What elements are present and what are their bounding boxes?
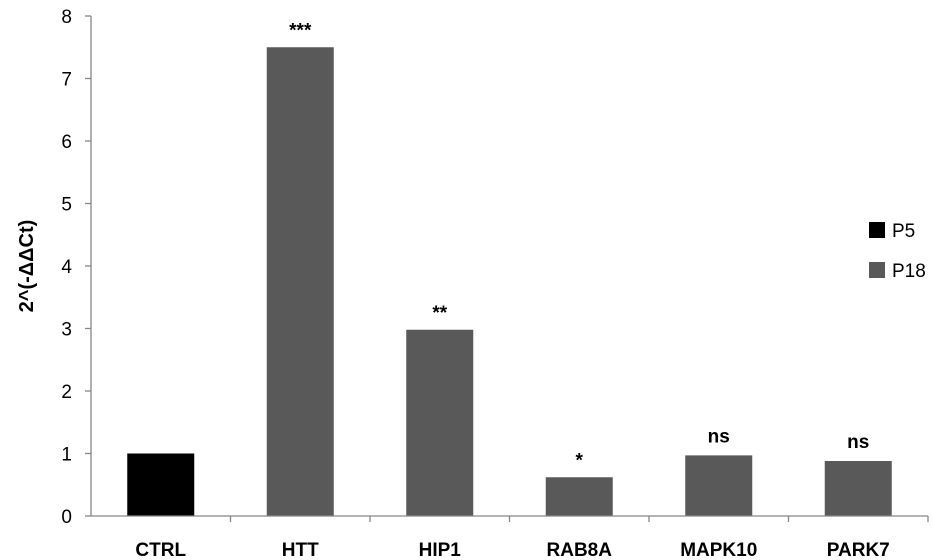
significance-label: ns	[708, 426, 730, 447]
x-tick-label: HTT	[282, 540, 319, 560]
bar-park7	[824, 461, 892, 516]
legend-label: P18	[892, 261, 926, 282]
y-axis-title: 2^(-ΔΔCt)	[16, 220, 38, 313]
x-tick-label: PARK7	[827, 540, 890, 560]
y-tick-label: 1	[61, 445, 72, 466]
significance-label: *	[576, 450, 584, 471]
significance-annotations: ******ns ns	[289, 20, 869, 471]
x-axis: CTRL HTT HIP1 RAB8A MAPK10 PARK7	[91, 515, 929, 560]
bar-mapk10	[685, 455, 753, 516]
bars	[127, 47, 892, 516]
x-tick-label: RAB8A	[547, 540, 613, 560]
legend-label: P5	[892, 221, 915, 242]
y-tick-label: 3	[61, 320, 72, 341]
significance-label: ***	[289, 20, 312, 41]
y-tick-label: 6	[61, 132, 72, 153]
y-tick-label: 0	[61, 507, 72, 528]
bar-htt	[266, 47, 334, 516]
legend-swatch-p5	[869, 222, 885, 238]
x-tick-label: CTRL	[135, 540, 186, 560]
significance-label: **	[432, 303, 447, 324]
x-tick-label: MAPK10	[680, 540, 757, 560]
y-tick-label: 4	[61, 257, 72, 278]
bar-hip1	[406, 329, 474, 516]
y-tick-label: 5	[61, 195, 72, 216]
x-tick-label: HIP1	[419, 540, 462, 560]
y-tick-label: 2	[61, 382, 72, 403]
bar-rab8a	[545, 477, 613, 516]
legend-swatch-p18	[869, 262, 885, 278]
y-axis: 0 1 2 3 4 5 6 7 8	[61, 7, 92, 528]
y-tick-label: 7	[61, 70, 72, 91]
legend: P5 P18	[869, 221, 926, 282]
y-tick-label: 8	[61, 7, 72, 28]
bar-ctrl	[127, 453, 195, 516]
significance-label: ns	[847, 432, 869, 453]
